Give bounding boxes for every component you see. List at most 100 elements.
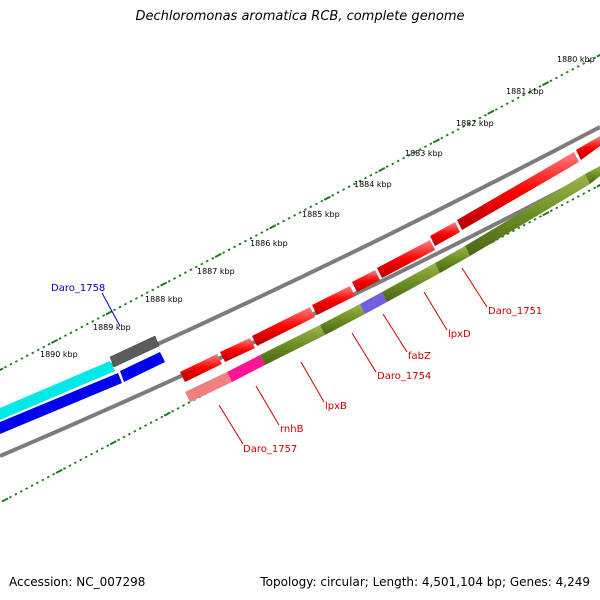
major-tick bbox=[541, 81, 550, 87]
label-daro-1758[interactable]: Daro_1758 bbox=[51, 283, 105, 294]
minor-tick bbox=[187, 401, 191, 405]
gene-segment-olive[interactable] bbox=[585, 166, 600, 184]
minor-tick bbox=[276, 222, 280, 226]
major-tick bbox=[0, 367, 4, 372]
major-tick bbox=[50, 338, 59, 344]
minor-tick bbox=[571, 198, 575, 201]
minor-tick bbox=[587, 189, 591, 193]
major-tick bbox=[109, 440, 117, 446]
minor-tick bbox=[181, 404, 186, 407]
minor-tick bbox=[445, 133, 449, 137]
gene-segment-red[interactable] bbox=[220, 338, 255, 362]
minor-tick bbox=[483, 113, 487, 117]
scale-label-1880: 1880 kbp bbox=[557, 55, 595, 64]
minor-tick bbox=[374, 171, 378, 174]
minor-tick bbox=[160, 415, 164, 419]
gene-segment-red[interactable] bbox=[352, 270, 380, 292]
gene-segment-red[interactable] bbox=[312, 286, 355, 315]
minor-tick bbox=[31, 351, 35, 355]
gene-segment-red[interactable] bbox=[457, 152, 579, 230]
gene-daro-1754[interactable] bbox=[320, 304, 365, 335]
minor-tick bbox=[593, 56, 597, 60]
minor-tick bbox=[358, 179, 362, 183]
major-tick bbox=[163, 411, 171, 417]
gene-segment-red[interactable] bbox=[377, 240, 435, 278]
minor-tick bbox=[102, 314, 106, 317]
label-daro-1751[interactable]: Daro_1751 bbox=[488, 306, 542, 317]
scale-label-1889: 1889 kbp bbox=[93, 323, 131, 332]
label-lpxB[interactable]: lpxB bbox=[325, 401, 347, 412]
major-tick bbox=[1, 497, 9, 503]
minor-tick bbox=[140, 294, 144, 297]
minor-tick bbox=[95, 450, 99, 453]
minor-tick bbox=[369, 173, 373, 177]
minor-tick bbox=[303, 208, 307, 211]
minor-tick bbox=[41, 478, 45, 482]
minor-tick bbox=[353, 182, 357, 186]
scale-label-1883: 1883 kbp bbox=[405, 149, 443, 158]
gene-daro-1751[interactable] bbox=[435, 246, 470, 273]
minor-tick bbox=[260, 231, 264, 234]
leader-rnhB bbox=[255, 385, 280, 426]
minor-tick bbox=[533, 217, 537, 221]
gene-segment-blue[interactable] bbox=[120, 352, 165, 382]
minor-tick bbox=[560, 203, 564, 207]
gene-daro-1758-cyan[interactable] bbox=[0, 361, 115, 420]
leader-lpxB bbox=[300, 361, 325, 403]
gene-fabZ[interactable] bbox=[360, 292, 387, 314]
minor-tick bbox=[96, 317, 100, 320]
minor-tick bbox=[385, 165, 389, 168]
minor-tick bbox=[533, 88, 537, 91]
minor-tick bbox=[440, 136, 444, 140]
scale-label-1888: 1888 kbp bbox=[145, 295, 183, 304]
minor-tick bbox=[571, 68, 575, 71]
gene-segment-red[interactable] bbox=[252, 307, 315, 346]
minor-tick bbox=[505, 102, 509, 105]
minor-tick bbox=[396, 159, 400, 163]
minor-tick bbox=[576, 65, 580, 68]
gene-daro-1758-blue[interactable] bbox=[0, 373, 122, 434]
minor-tick bbox=[233, 245, 237, 249]
gene-segment-red[interactable] bbox=[576, 136, 600, 160]
scale-ticks-outer bbox=[0, 53, 600, 372]
minor-tick bbox=[205, 259, 209, 263]
minor-tick bbox=[14, 360, 18, 363]
minor-tick bbox=[68, 464, 72, 468]
gene-segment-olive[interactable] bbox=[465, 174, 590, 256]
minor-tick bbox=[149, 421, 153, 424]
label-daro-1754[interactable]: Daro_1754 bbox=[377, 371, 431, 382]
gene-label-leaders bbox=[101, 267, 488, 445]
minor-tick bbox=[8, 495, 12, 499]
major-tick bbox=[432, 138, 440, 144]
minor-tick bbox=[320, 199, 324, 203]
label-daro-1757[interactable]: Daro_1757 bbox=[243, 444, 297, 455]
label-fabZ[interactable]: fabZ bbox=[408, 351, 431, 362]
major-tick bbox=[160, 281, 168, 287]
minor-tick bbox=[528, 220, 532, 224]
gene-daro-1757[interactable] bbox=[185, 372, 232, 402]
minor-tick bbox=[391, 162, 395, 166]
minor-tick bbox=[113, 308, 117, 312]
gene-segment-red[interactable] bbox=[180, 354, 222, 382]
minor-tick bbox=[14, 492, 18, 496]
minor-tick bbox=[423, 145, 427, 148]
gene-lpxB[interactable] bbox=[260, 325, 325, 365]
label-lpxD[interactable]: lpxD bbox=[448, 329, 471, 340]
minor-tick bbox=[287, 216, 291, 220]
label-rnhB[interactable]: rnhB bbox=[280, 424, 304, 435]
leader-fabZ bbox=[382, 313, 408, 353]
minor-tick bbox=[314, 202, 318, 206]
minor-tick bbox=[451, 131, 455, 134]
minor-tick bbox=[576, 195, 580, 198]
minor-tick bbox=[407, 153, 411, 157]
minor-tick bbox=[118, 305, 122, 309]
minor-tick bbox=[582, 62, 586, 65]
minor-tick bbox=[151, 288, 155, 292]
gene-rnhB[interactable] bbox=[227, 355, 265, 382]
gene-segment-red[interactable] bbox=[430, 222, 460, 246]
gene-segment-gray[interactable] bbox=[109, 335, 160, 368]
major-tick bbox=[214, 252, 222, 258]
gene-lpxD[interactable] bbox=[382, 263, 440, 302]
major-tick bbox=[596, 53, 600, 58]
minor-tick bbox=[122, 435, 126, 439]
